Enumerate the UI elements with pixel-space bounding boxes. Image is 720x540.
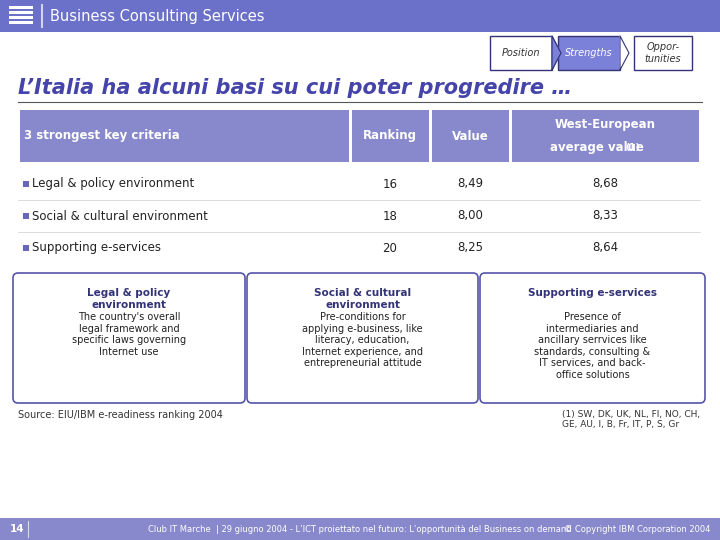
Text: L’Italia ha alcuni basi su cui poter progredire …: L’Italia ha alcuni basi su cui poter pro…	[18, 78, 572, 98]
Text: (1) SW, DK, UK, NL, FI, NO, CH,
GE, AU, I, B, Fr, IT, P, S, Gr: (1) SW, DK, UK, NL, FI, NO, CH, GE, AU, …	[562, 410, 700, 429]
Text: Supporting e-services: Supporting e-services	[32, 241, 161, 254]
Text: 8,49: 8,49	[457, 178, 483, 191]
Text: average value: average value	[550, 141, 644, 154]
Bar	[8, 6, 34, 26]
Text: Presence of
intermediaries and
ancillary serrvices like
standards, consulting &
: Presence of intermediaries and ancillary…	[534, 312, 651, 380]
FancyBboxPatch shape	[13, 273, 245, 403]
Text: 20: 20	[382, 241, 397, 254]
Polygon shape	[552, 36, 561, 70]
Bar	[558, 36, 620, 70]
Bar	[22, 181, 29, 187]
Bar	[634, 36, 692, 70]
Text: Legal & policy
environment: Legal & policy environment	[87, 288, 171, 309]
Bar	[9, 16, 33, 19]
Text: 8,25: 8,25	[457, 241, 483, 254]
Bar	[351, 110, 428, 162]
Text: Business Consulting Services: Business Consulting Services	[50, 9, 264, 24]
Text: Strengths: Strengths	[565, 48, 613, 58]
Text: Position: Position	[502, 48, 540, 58]
Bar	[9, 11, 33, 14]
Text: Club IT Marche  | 29 giugno 2004 - L’ICT proiettato nel futuro: L’opportunità de: Club IT Marche | 29 giugno 2004 - L’ICT …	[148, 524, 572, 534]
Text: 8,64: 8,64	[592, 241, 618, 254]
Bar	[0, 0, 720, 32]
Text: Pre-conditions for
applying e-business, like
literacy, education,
Internet exper: Pre-conditions for applying e-business, …	[302, 312, 423, 368]
Bar	[22, 213, 29, 219]
Text: Source: EIU/IBM e-readiness ranking 2004: Source: EIU/IBM e-readiness ranking 2004	[18, 410, 223, 420]
Bar	[490, 36, 552, 70]
Bar	[9, 21, 33, 24]
Bar	[0, 518, 720, 540]
Text: 16: 16	[382, 178, 397, 191]
Text: 14: 14	[10, 524, 24, 534]
Text: West-European: West-European	[554, 118, 655, 131]
Text: © Copyright IBM Corporation 2004: © Copyright IBM Corporation 2004	[564, 524, 710, 534]
Bar	[19, 110, 348, 162]
Text: Value: Value	[451, 130, 488, 143]
Text: 3 strongest key criteria: 3 strongest key criteria	[24, 130, 179, 143]
Text: Legal & policy environment: Legal & policy environment	[32, 178, 194, 191]
FancyBboxPatch shape	[247, 273, 478, 403]
Bar	[22, 245, 29, 251]
Text: Oppor-
tunities: Oppor- tunities	[644, 42, 681, 64]
Polygon shape	[620, 36, 629, 70]
Text: 8,68: 8,68	[592, 178, 618, 191]
Text: Social & cultural
environment: Social & cultural environment	[314, 288, 411, 309]
Text: 18: 18	[382, 210, 397, 222]
Bar	[431, 110, 508, 162]
Text: Ranking: Ranking	[363, 130, 417, 143]
Text: 8,00: 8,00	[457, 210, 483, 222]
Text: The country's overall
legal framework and
specific laws governing
Internet use: The country's overall legal framework an…	[72, 312, 186, 357]
Text: (1): (1)	[626, 143, 640, 152]
Text: 8,33: 8,33	[592, 210, 618, 222]
Bar	[9, 6, 33, 9]
Bar	[511, 110, 698, 162]
FancyBboxPatch shape	[480, 273, 705, 403]
Text: Social & cultural environment: Social & cultural environment	[32, 210, 208, 222]
Text: Supporting e-services: Supporting e-services	[528, 288, 657, 298]
